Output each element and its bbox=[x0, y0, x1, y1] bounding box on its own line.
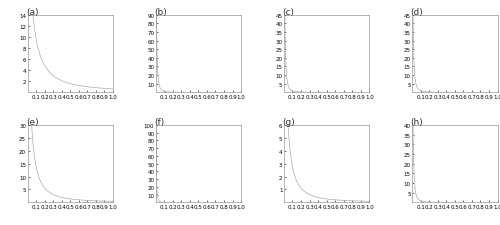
Text: (f): (f) bbox=[154, 118, 164, 127]
Text: (e): (e) bbox=[26, 118, 38, 127]
Text: (b): (b) bbox=[154, 8, 166, 17]
Text: (c): (c) bbox=[282, 8, 294, 17]
Text: (g): (g) bbox=[282, 118, 295, 127]
Text: (a): (a) bbox=[26, 8, 38, 17]
Text: (d): (d) bbox=[410, 8, 423, 17]
Text: (h): (h) bbox=[410, 118, 423, 127]
